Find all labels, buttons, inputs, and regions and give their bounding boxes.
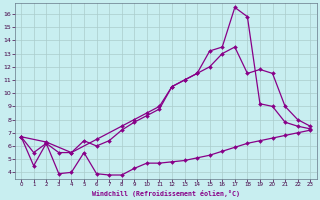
X-axis label: Windchill (Refroidissement éolien,°C): Windchill (Refroidissement éolien,°C) [92, 190, 240, 197]
